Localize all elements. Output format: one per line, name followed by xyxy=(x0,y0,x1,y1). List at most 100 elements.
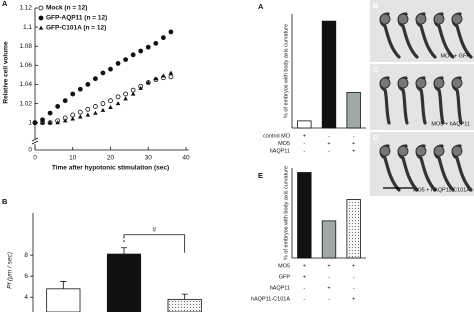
marker xyxy=(47,110,53,116)
marker xyxy=(93,110,98,115)
embryo-head xyxy=(397,13,409,25)
y-tick-label: 6 xyxy=(24,273,28,280)
condition-mark: + xyxy=(303,133,306,139)
marker xyxy=(62,118,68,123)
embryo-head xyxy=(397,77,409,89)
error-bar xyxy=(121,247,127,255)
bar xyxy=(346,199,361,259)
marker xyxy=(62,98,68,104)
marker xyxy=(168,70,174,75)
marker xyxy=(70,116,76,121)
marker xyxy=(145,44,151,50)
y-tick-label: 4 xyxy=(24,294,28,301)
axis-break xyxy=(31,140,39,145)
x-tick-label: 30 xyxy=(145,155,153,162)
marker xyxy=(123,57,128,62)
legend-marker xyxy=(38,15,44,21)
condition-label: GFP xyxy=(279,274,291,280)
bar xyxy=(321,20,337,129)
embryo-head xyxy=(451,77,463,89)
condition-mark: - xyxy=(303,141,305,147)
marker xyxy=(85,82,91,87)
marker xyxy=(77,86,83,92)
marker xyxy=(40,120,45,125)
panel-label: A xyxy=(258,2,264,11)
marker xyxy=(108,98,113,104)
marker xyxy=(145,80,151,85)
significance-mark: * xyxy=(123,239,126,246)
bar xyxy=(167,298,202,312)
marker xyxy=(130,87,136,93)
marker xyxy=(153,40,159,46)
marker xyxy=(115,101,121,106)
marker xyxy=(55,120,60,125)
condition-mark: - xyxy=(303,148,305,154)
marker xyxy=(93,76,98,82)
condition-label: hAQP11 xyxy=(270,148,290,154)
y-tick-label: 0 xyxy=(28,147,32,154)
bar xyxy=(297,120,312,129)
marker xyxy=(115,94,121,100)
bar xyxy=(106,253,142,312)
condition-label: hAQP11 xyxy=(270,285,290,291)
condition-mark: + xyxy=(327,263,330,269)
bar xyxy=(46,288,81,312)
marker xyxy=(138,85,143,90)
panel-label: C xyxy=(373,65,379,74)
condition-mark: + xyxy=(352,148,355,154)
y-tick-label: 1.04 xyxy=(19,81,32,88)
marker xyxy=(123,96,128,101)
legend-label: GFP-C101A (n = 12) xyxy=(46,25,106,32)
panel-label: E xyxy=(258,171,263,180)
photo-caption: MO5 + GFP xyxy=(441,53,471,59)
marker xyxy=(100,70,106,76)
condition-mark: + xyxy=(352,141,355,147)
panel-label: A xyxy=(2,0,8,8)
legend-label: Mock (n = 12) xyxy=(46,5,87,12)
y-axis-label: Pf (μm / sec) xyxy=(7,252,14,289)
bracket xyxy=(123,234,186,253)
marker xyxy=(55,104,61,109)
marker xyxy=(161,73,166,78)
marker xyxy=(138,48,144,54)
condition-mark: + xyxy=(352,296,355,302)
y-tick-label: 1.06 xyxy=(19,62,32,69)
condition-label: MO5 xyxy=(278,263,290,269)
marker xyxy=(153,76,159,81)
marker xyxy=(115,61,121,66)
marker xyxy=(100,101,106,106)
condition-mark: - xyxy=(328,133,330,139)
x-tick-label: 40 xyxy=(182,155,190,162)
condition-mark: - xyxy=(303,296,305,302)
marker xyxy=(108,66,113,72)
condition-label: hAQP11-C101A xyxy=(251,296,290,302)
condition-mark: - xyxy=(303,285,305,291)
marker xyxy=(108,104,113,109)
legend-marker xyxy=(38,25,44,30)
condition-mark: + xyxy=(352,263,355,269)
condition-mark: - xyxy=(328,148,330,154)
x-axis-label: Time after hypotonic stimulation (sec) xyxy=(52,165,169,172)
marker xyxy=(130,91,136,96)
embryo-head xyxy=(415,13,427,25)
bar xyxy=(346,91,361,129)
condition-mark: + xyxy=(327,141,330,147)
panel-label: B xyxy=(373,1,379,10)
error-bar xyxy=(60,281,67,289)
y-tick-label: 1 xyxy=(28,119,32,126)
marker xyxy=(100,107,106,112)
marker xyxy=(85,112,91,117)
embryo-head xyxy=(433,13,445,25)
embryo-head xyxy=(397,145,409,157)
x-tick-label: 10 xyxy=(69,155,77,162)
y-axis-label: % of embryos with body axis curvature xyxy=(283,24,289,118)
photo-caption: MO5 + hAQP11 xyxy=(431,121,470,127)
marker xyxy=(168,29,174,35)
significance-mark: # xyxy=(153,226,157,233)
embryo-head xyxy=(379,77,391,89)
error-bar xyxy=(181,293,188,300)
condition-mark: - xyxy=(328,274,330,280)
condition-mark: - xyxy=(353,133,355,139)
marker xyxy=(77,109,83,115)
marker xyxy=(32,120,38,125)
